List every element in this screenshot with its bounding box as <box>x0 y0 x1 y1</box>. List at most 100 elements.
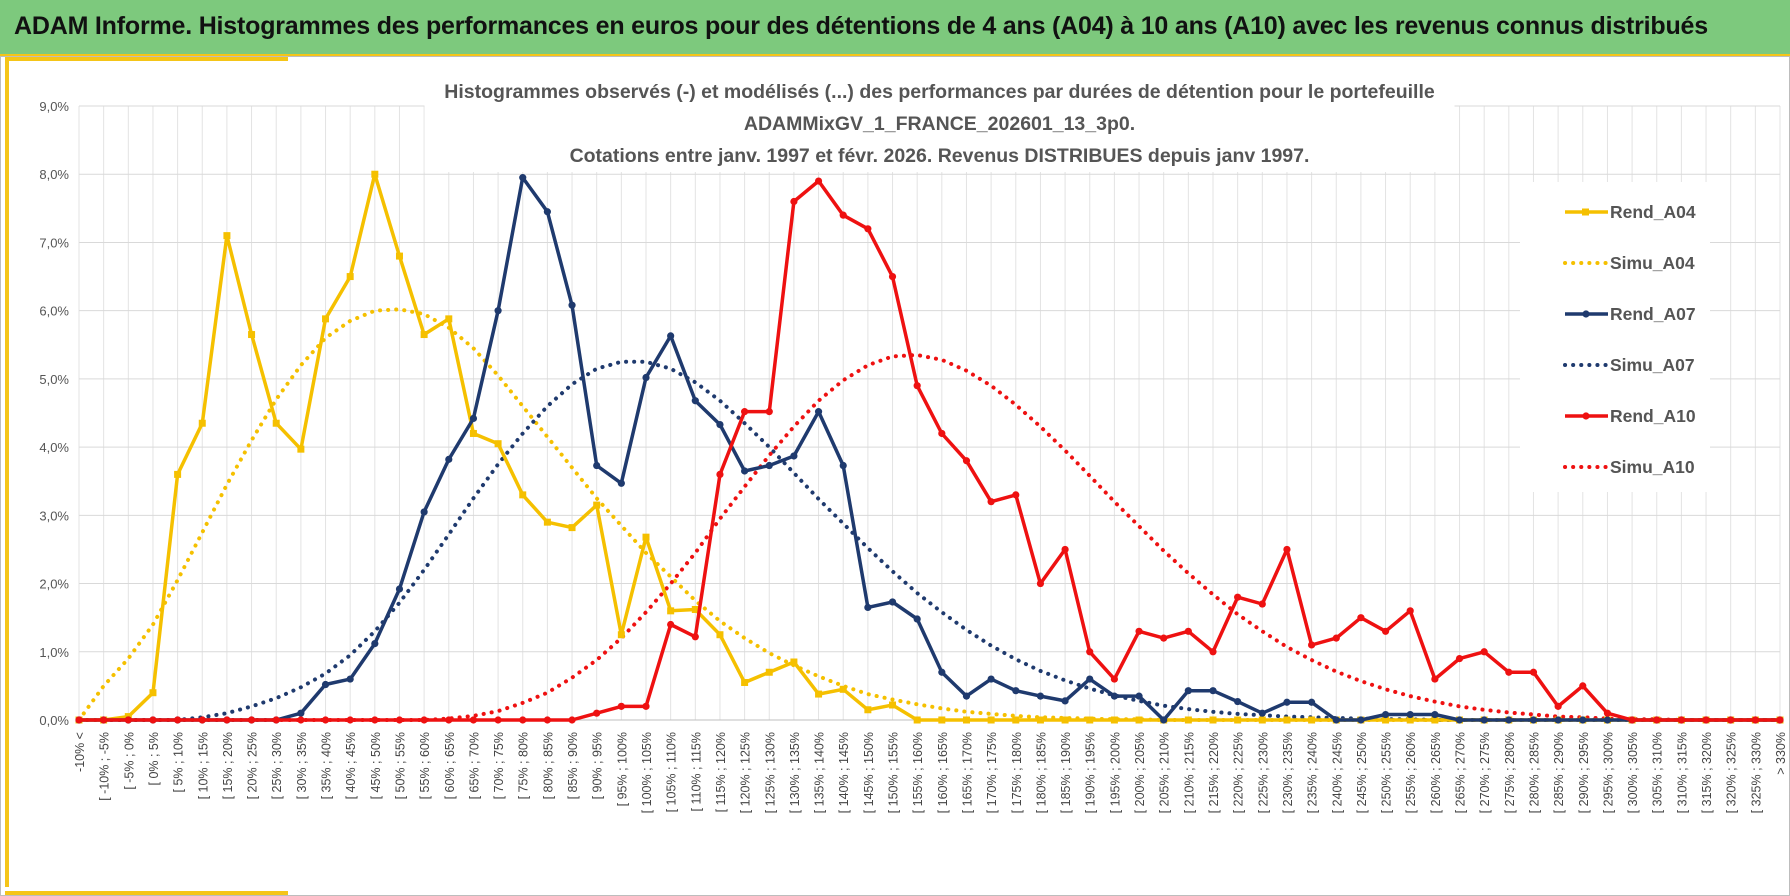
data-point <box>1603 716 1612 724</box>
x-tick-label: [ 55% ; 60% <box>418 732 432 799</box>
report-header: ADAM Informe. Histogrammes des performan… <box>0 0 1790 56</box>
data-point <box>395 252 403 260</box>
x-tick-label: [ 275% ; 280% <box>1503 732 1517 813</box>
x-tick-label: [ 90% ; 95% <box>591 732 605 799</box>
data-point <box>1554 702 1562 710</box>
data-point <box>1184 716 1192 724</box>
data-point <box>1751 716 1759 724</box>
data-point <box>962 457 971 465</box>
data-point <box>716 470 724 478</box>
y-tick-label: 5,0% <box>39 372 69 387</box>
x-tick-label: [ 255% ; 260% <box>1404 732 1418 813</box>
x-tick-label: [ 235% ; 240% <box>1306 732 1320 813</box>
x-tick-label: [ -10% ; -5% <box>98 732 112 801</box>
data-point <box>691 633 699 641</box>
data-point <box>1381 710 1390 719</box>
data-point <box>346 716 354 724</box>
data-point <box>667 607 675 615</box>
data-point <box>864 225 872 233</box>
data-point <box>938 429 946 438</box>
frame-accent-bottom <box>5 891 288 895</box>
x-tick-label: [ 175% ; 180% <box>1010 732 1024 813</box>
data-point <box>790 452 798 460</box>
x-tick-label: [ 280% ; 285% <box>1527 732 1541 813</box>
x-tick-label: [ 120% ; 125% <box>739 732 753 813</box>
data-point <box>322 315 330 323</box>
legend-label: Simu_A10 <box>1610 457 1695 477</box>
title-box <box>424 74 1455 172</box>
x-tick-label: [ 0% ; 5% <box>147 732 161 786</box>
x-tick-label: [ 75% ; 80% <box>517 732 531 799</box>
x-tick-label: [ 165% ; 170% <box>960 732 974 813</box>
data-point <box>864 603 872 612</box>
data-point <box>1332 716 1340 724</box>
x-tick-label: [ 325% ; 330% <box>1749 732 1763 813</box>
data-point <box>1455 655 1464 663</box>
data-point <box>543 518 551 526</box>
data-point <box>1209 716 1217 724</box>
data-point <box>1209 687 1217 695</box>
x-tick-label: [ 135% ; 140% <box>813 732 827 813</box>
x-tick-label: [ 30% ; 35% <box>295 732 309 799</box>
legend-label: Simu_A04 <box>1610 253 1695 273</box>
x-tick-label: [ 220% ; 225% <box>1232 732 1246 813</box>
y-tick-label: 2,0% <box>39 577 69 592</box>
data-point <box>445 315 453 323</box>
x-tick-label: [ 240% ; 245% <box>1330 732 1344 813</box>
data-point <box>469 429 477 437</box>
data-point <box>297 445 305 453</box>
x-tick-label: [ 195% ; 200% <box>1108 732 1122 813</box>
data-point <box>1357 716 1365 724</box>
chart-title-line: ADAMMixGV_1_FRANCE_202601_13_3p0. <box>744 113 1135 135</box>
data-point <box>888 272 897 281</box>
data-point <box>864 706 872 714</box>
data-point <box>1036 716 1044 724</box>
data-point <box>543 208 551 216</box>
x-tick-label: [ 105% ; 110% <box>665 732 679 812</box>
y-tick-label: 0,0% <box>39 713 69 728</box>
legend-label: Simu_A07 <box>1610 355 1695 375</box>
data-point <box>1135 627 1143 635</box>
data-point <box>100 716 108 724</box>
x-tick-label: [ 210% ; 215% <box>1182 732 1196 813</box>
data-point <box>1480 716 1488 724</box>
x-tick-label: [ 290% ; 295% <box>1577 732 1591 813</box>
data-point <box>1431 710 1439 719</box>
x-tick-label: [ 205% ; 210% <box>1158 732 1172 813</box>
data-point <box>593 501 601 509</box>
data-point <box>1308 698 1316 706</box>
x-tick-label: [ 110% ; 115% <box>689 732 703 811</box>
frame-accent-left <box>5 57 9 887</box>
data-point <box>149 689 157 697</box>
data-point <box>395 585 404 593</box>
data-point <box>1357 614 1365 622</box>
data-point <box>617 631 625 639</box>
data-point <box>716 631 724 639</box>
data-point <box>1431 675 1439 683</box>
x-tick-label: > 330% <box>1774 732 1788 775</box>
x-tick-label: [ 315% ; 320% <box>1700 732 1714 813</box>
data-point <box>1258 716 1266 724</box>
x-tick-label: [ 300% ; 305% <box>1626 732 1640 813</box>
legend-label: Rend_A07 <box>1610 304 1696 324</box>
legend-marker <box>1582 412 1590 420</box>
x-tick-label: [ 35% ; 40% <box>320 732 334 799</box>
data-point <box>371 170 379 178</box>
data-point <box>1184 687 1192 695</box>
y-tick-label: 4,0% <box>39 440 69 455</box>
data-point <box>445 716 453 724</box>
data-point <box>765 408 773 416</box>
x-tick-label: [ 125% ; 130% <box>763 732 777 813</box>
x-tick-label: -10% < <box>73 732 87 772</box>
x-tick-label: [ 170% ; 175% <box>985 732 999 813</box>
data-point <box>691 397 699 405</box>
data-point <box>1110 675 1118 683</box>
data-point <box>1529 668 1538 676</box>
data-point <box>765 668 773 676</box>
data-point <box>667 332 675 340</box>
x-tick-label: [ 25% ; 30% <box>270 732 284 799</box>
x-tick-label: [ 80% ; 85% <box>541 732 555 799</box>
data-point <box>1086 675 1094 683</box>
x-tick-label: [ 15% ; 20% <box>221 732 235 799</box>
